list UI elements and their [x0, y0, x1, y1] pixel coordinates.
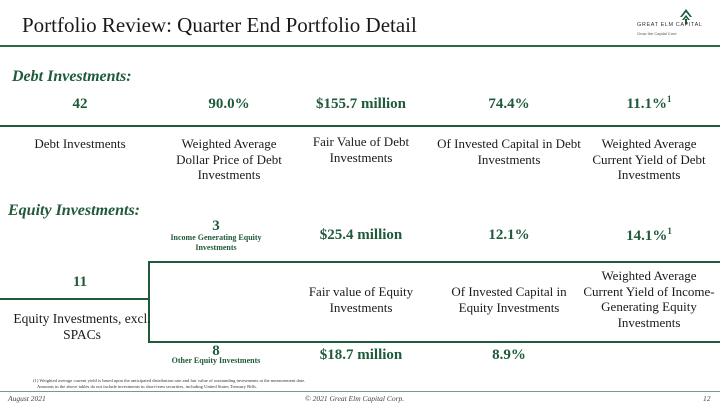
equity-bracket-line: [148, 261, 150, 343]
equity-lower-divider: [148, 341, 720, 343]
debt-yield-value: 11.1%1: [584, 94, 714, 113]
footnote-line-2: Amounts in the above tables do not inclu…: [37, 383, 257, 389]
footer-divider: [0, 391, 720, 392]
footer-date: August 2021: [8, 394, 46, 403]
logo-tagline: Grow the Capital Core: [637, 31, 677, 36]
equity-total-count: 11: [72, 274, 88, 290]
debt-yield-footnote-ref: 1: [666, 94, 672, 104]
logo-text: GREAT ELM CAPITAL: [637, 22, 703, 28]
footnote: (1) Weighted average current yield is ba…: [33, 378, 633, 390]
equity-yield-footnote-ref: 1: [667, 226, 672, 236]
equity-section-label: Equity Investments:: [8, 202, 141, 219]
equity-total-label: Equity Investments, excl. SPACs: [13, 311, 151, 343]
income-equity-count: 3: [212, 218, 220, 234]
great-elm-logo-icon: [680, 9, 692, 24]
other-equity-count: 8: [212, 343, 220, 359]
other-equity-fair-value: $18.7 million: [319, 347, 403, 363]
debt-price-label: Weighted Average Dollar Price of Debt In…: [176, 136, 282, 183]
equity-yield-value: 14.1%1: [584, 226, 714, 245]
equity-yield-label: Weighted Average Current Yield of Income…: [583, 268, 715, 330]
debt-yield-number: 11.1%: [626, 96, 667, 112]
income-equity-label: Income Generating Equity Investments: [170, 233, 262, 253]
debt-divider: [0, 125, 720, 127]
debt-price-value: 90.0%: [208, 96, 250, 112]
debt-count-label: Debt Investments: [34, 136, 126, 151]
debt-fair-value-value: $155.7 million: [315, 96, 406, 112]
debt-section-label: Debt Investments:: [12, 68, 132, 85]
income-equity-pct: 12.1%: [488, 227, 530, 243]
footnote-line-1: (1) Weighted average current yield is ba…: [33, 378, 306, 383]
debt-yield-label: Weighted Average Current Yield of Debt I…: [592, 136, 706, 183]
debt-invested-pct-label: Of Invested Capital in Debt Investments: [437, 136, 581, 167]
page-number: 12: [703, 394, 711, 403]
other-equity-label: Other Equity Investments: [171, 356, 261, 365]
debt-fair-value-label: Fair Value of Debt Investments: [312, 134, 410, 165]
equity-invested-pct-label: Of Invested Capital in Equity Investment…: [451, 284, 567, 315]
other-equity-pct: 8.9%: [492, 347, 526, 363]
income-equity-fair-value: $25.4 million: [319, 227, 403, 243]
debt-invested-pct-value: 74.4%: [488, 96, 530, 112]
title-divider: [0, 45, 720, 47]
equity-fair-value-label: Fair value of Equity Investments: [308, 284, 414, 315]
equity-upper-divider: [148, 261, 720, 263]
equity-yield-number: 14.1%: [626, 228, 668, 244]
footer-copyright: © 2021 Great Elm Capital Corp.: [305, 394, 405, 403]
page-title: Portfolio Review: Quarter End Portfolio …: [22, 13, 417, 37]
equity-total-divider: [0, 298, 150, 300]
debt-count-value: 42: [72, 96, 88, 112]
